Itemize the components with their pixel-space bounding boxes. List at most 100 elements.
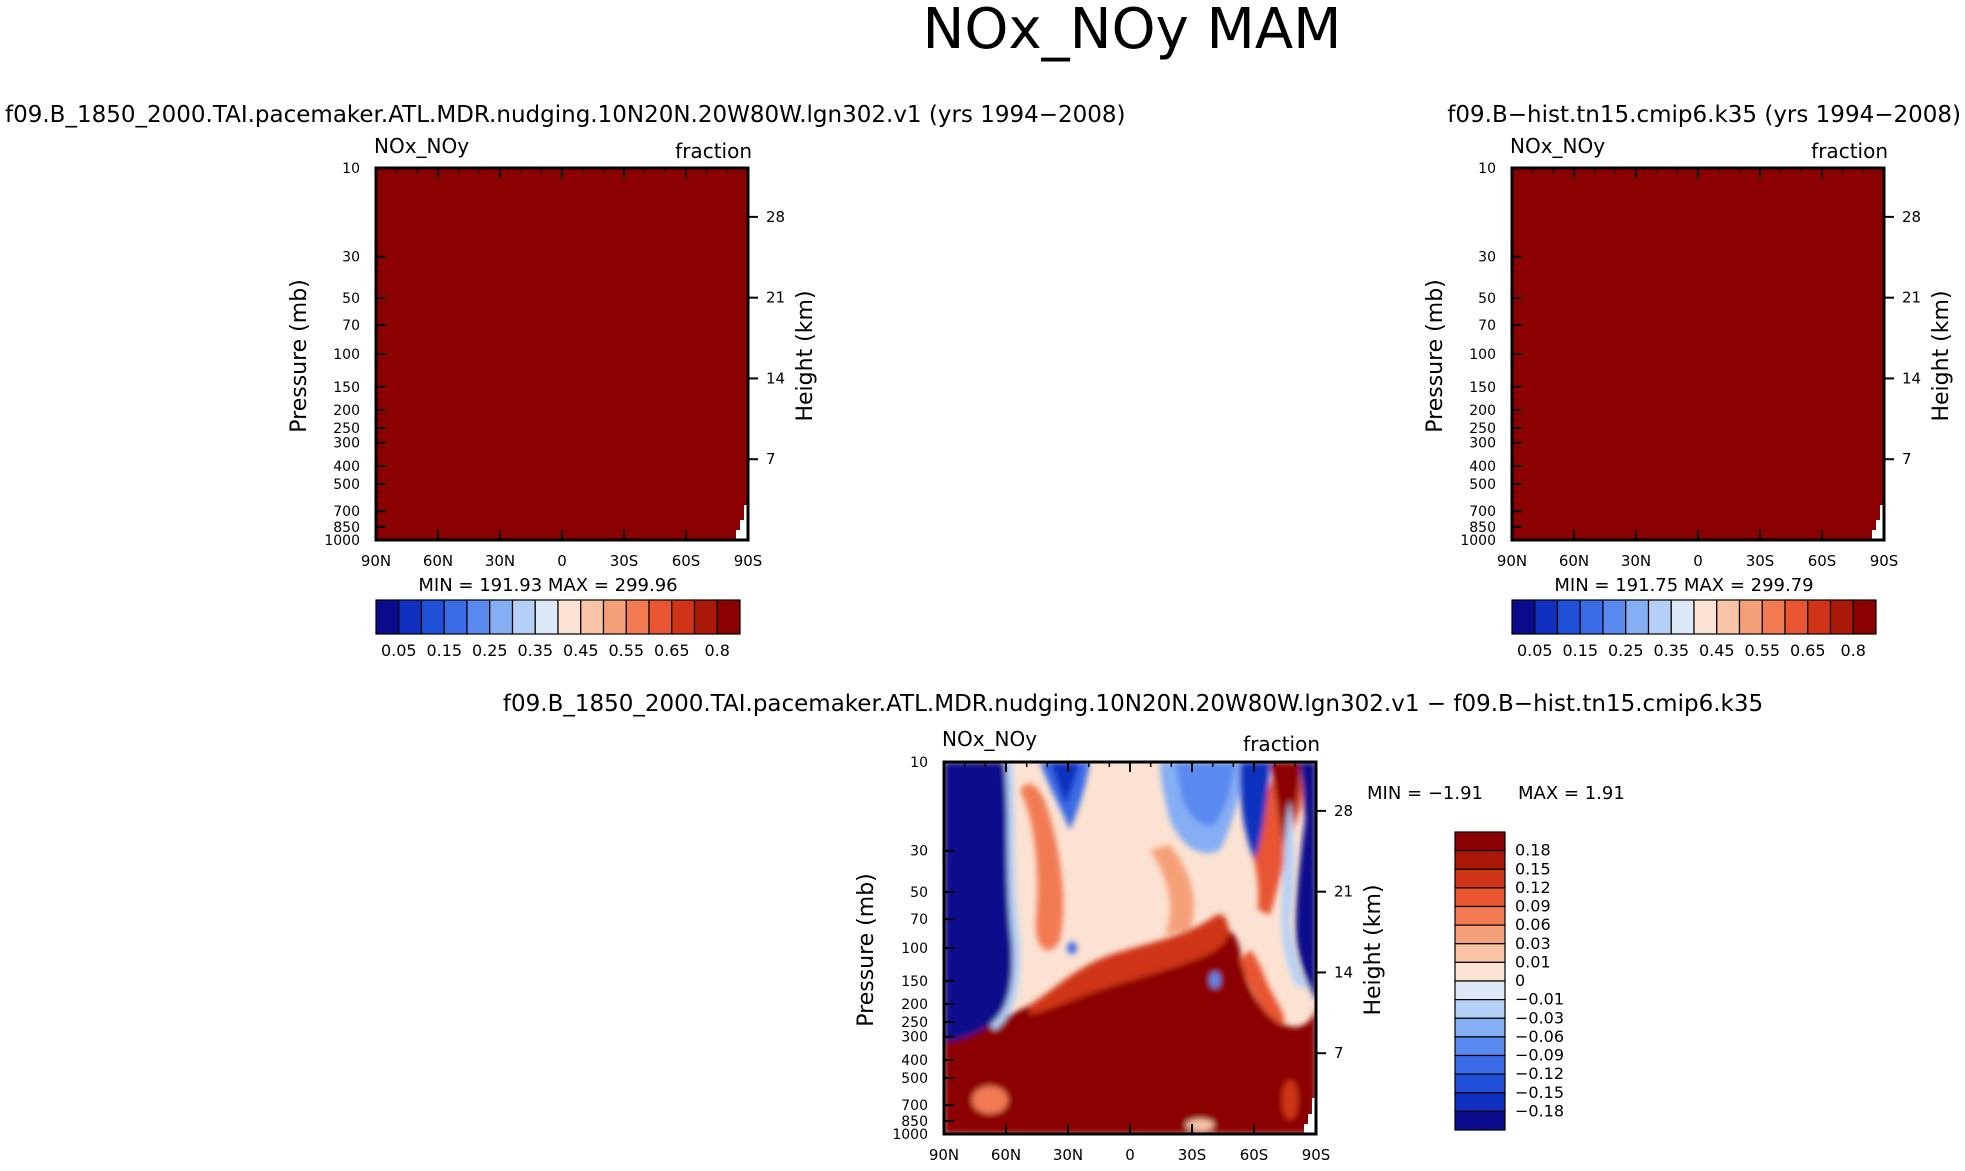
y-tick-label: 250 [1469, 421, 1496, 437]
y-tick-label: 200 [1469, 403, 1496, 419]
panel-right: f09.B−hist.tn15.cmip6.k35 (yrs 1994−2008… [1423, 102, 1961, 660]
panel-right-y-axis-label: Pressure (mb) [1423, 279, 1448, 433]
colorbar-label: 0.55 [1744, 641, 1780, 660]
y2-tick-label: 28 [766, 208, 785, 226]
colorbar-label: 0.06 [1515, 915, 1551, 934]
colorbar-swatch [398, 599, 423, 635]
colorbar-label: 0.25 [472, 641, 508, 660]
colorbar-swatch [375, 599, 400, 635]
y-tick-label: 70 [1478, 318, 1496, 334]
y-tick-label: 300 [901, 1030, 928, 1046]
y-tick-label: 50 [1478, 291, 1496, 307]
y-tick-label: 250 [901, 1015, 928, 1031]
colorbar-label: 0.15 [1515, 859, 1551, 878]
y2-tick-label: 21 [1902, 289, 1921, 307]
x-tick-label: 0 [557, 552, 567, 570]
panel-left-missing-data [736, 505, 748, 540]
colorbar-swatch [1625, 599, 1650, 635]
x-tick-label: 0 [1693, 552, 1703, 570]
colorbar-swatch [716, 599, 741, 635]
colorbar-label: 0.25 [1608, 641, 1644, 660]
x-tick-label: 60S [1240, 1146, 1269, 1164]
x-tick-label: 30N [1621, 552, 1651, 570]
colorbar-swatch [1454, 943, 1506, 963]
panel-diff-y-axis-label: Pressure (mb) [854, 873, 879, 1027]
colorbar-swatch [534, 599, 559, 635]
y-tick-label: 700 [1469, 504, 1496, 520]
colorbar-label: −0.09 [1515, 1046, 1564, 1065]
panel-diff-max: MAX = 1.91 [1518, 783, 1625, 804]
colorbar-swatch [466, 599, 491, 635]
x-tick-label: 60N [1559, 552, 1589, 570]
colorbar-label: 0.8 [1841, 641, 1866, 660]
colorbar-swatch [443, 599, 468, 635]
y-tick-label: 30 [910, 844, 928, 860]
y-tick-label: 850 [1469, 520, 1496, 536]
colorbar-label: −0.18 [1515, 1101, 1564, 1120]
colorbar-label: −0.15 [1515, 1083, 1564, 1102]
y-tick-label: 300 [333, 436, 360, 452]
panel-diff-units-label: fraction [1243, 732, 1320, 756]
y-tick-label: 100 [1469, 347, 1496, 363]
y-tick-label: 150 [1469, 380, 1496, 396]
x-tick-label: 30S [610, 552, 639, 570]
colorbar-label: 0 [1515, 971, 1525, 990]
y-tick-label: 10 [910, 755, 928, 771]
panel-left-units-label: fraction [675, 139, 752, 163]
panel-diff-y2-axis-label: Height (km) [1361, 884, 1386, 1015]
colorbar-swatch [1454, 1110, 1506, 1131]
y2-tick-label: 7 [766, 450, 776, 468]
colorbar-label: 0.8 [705, 641, 730, 660]
y-tick-label: 100 [333, 347, 360, 363]
panel-left-min-max: MIN = 191.93 MAX = 299.96 [418, 575, 677, 596]
colorbar-label: −0.06 [1515, 1027, 1564, 1046]
panel-right-y2-axis-label: Height (km) [1929, 290, 1954, 421]
x-tick-label: 90N [929, 1146, 959, 1164]
colorbar-label: 0.15 [1562, 641, 1598, 660]
y-tick-label: 200 [901, 997, 928, 1013]
y-tick-label: 400 [333, 459, 360, 475]
colorbar-swatch [602, 599, 627, 635]
y2-tick-label: 14 [766, 369, 785, 387]
colorbar-swatch [1454, 1054, 1506, 1075]
y2-tick-label: 28 [1334, 802, 1353, 820]
x-tick-label: 60S [672, 552, 701, 570]
colorbar-label: −0.12 [1515, 1064, 1564, 1083]
y-tick-label: 850 [333, 520, 360, 536]
y-tick-label: 250 [333, 421, 360, 437]
colorbar-swatch [1534, 599, 1559, 635]
panel-diff-contour-field [944, 762, 1316, 1134]
panel-left: f09.B_1850_2000.TAI.pacemaker.ATL.MDR.nu… [5, 102, 1126, 660]
y-tick-label: 150 [333, 380, 360, 396]
colorbar-swatch [1602, 599, 1627, 635]
y-tick-label: 300 [1469, 436, 1496, 452]
y-tick-label: 400 [1469, 459, 1496, 475]
panel-diff-variable-label: NOx_NOy [942, 727, 1037, 751]
colorbar-swatch [1807, 599, 1832, 635]
colorbar-swatch [1454, 1092, 1506, 1112]
colorbar-label: 0.09 [1515, 897, 1551, 916]
colorbar-swatch [1454, 1073, 1506, 1094]
colorbar-label: 0.15 [426, 641, 462, 660]
panel-diff-min: MIN = −1.91 [1367, 783, 1483, 804]
colorbar-swatch [1852, 599, 1877, 635]
panel-left-title: f09.B_1850_2000.TAI.pacemaker.ATL.MDR.nu… [5, 102, 1126, 128]
colorbar-swatch [1454, 905, 1506, 926]
y-tick-label: 100 [901, 941, 928, 957]
y2-tick-label: 21 [766, 289, 785, 307]
x-tick-label: 90S [1870, 552, 1899, 570]
colorbar-label: 0.05 [1517, 641, 1553, 660]
panel-right-missing-data [1872, 505, 1884, 540]
x-tick-label: 90S [734, 552, 763, 570]
y-tick-label: 500 [333, 477, 360, 493]
colorbar-label: 0.35 [517, 641, 553, 660]
panel-left-y-axis-label: Pressure (mb) [287, 279, 312, 433]
y2-tick-label: 21 [1334, 883, 1353, 901]
y-tick-label: 50 [342, 291, 360, 307]
colorbar-swatch [1784, 599, 1809, 635]
colorbar-swatch [1761, 599, 1786, 635]
x-tick-label: 0 [1125, 1146, 1135, 1164]
colorbar-label: 0.55 [608, 641, 644, 660]
panel-left-variable-label: NOx_NOy [374, 134, 469, 158]
